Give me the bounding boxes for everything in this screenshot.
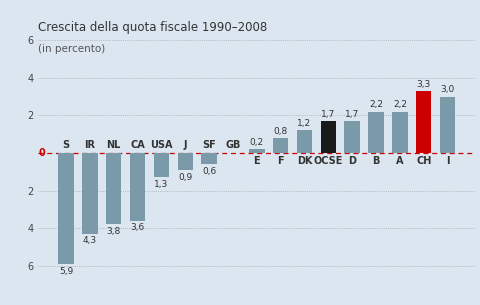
Bar: [297, 131, 312, 153]
Bar: [249, 149, 264, 153]
Text: IR: IR: [84, 140, 96, 149]
Bar: [178, 153, 193, 170]
Bar: [416, 91, 432, 153]
Text: D: D: [348, 156, 356, 166]
Text: Crescita della quota fiscale 1990–2008: Crescita della quota fiscale 1990–2008: [38, 21, 268, 34]
Text: 0,8: 0,8: [274, 127, 288, 136]
Bar: [130, 153, 145, 221]
Bar: [440, 97, 456, 153]
Text: 3,3: 3,3: [417, 80, 431, 89]
Text: 1,2: 1,2: [298, 119, 312, 128]
Text: CA: CA: [130, 140, 145, 149]
Text: CH: CH: [416, 156, 432, 166]
Bar: [154, 153, 169, 178]
Text: 1,7: 1,7: [345, 110, 360, 119]
Text: 0,6: 0,6: [202, 167, 216, 176]
Bar: [58, 153, 74, 264]
Bar: [273, 138, 288, 153]
Text: DK: DK: [297, 156, 312, 166]
Bar: [82, 153, 97, 234]
Bar: [106, 153, 121, 224]
Text: B: B: [372, 156, 380, 166]
Bar: [345, 121, 360, 153]
Text: 3,0: 3,0: [441, 85, 455, 95]
Text: 0,9: 0,9: [178, 173, 192, 182]
Bar: [321, 121, 336, 153]
Text: GB: GB: [225, 140, 240, 149]
Text: I: I: [446, 156, 449, 166]
Text: F: F: [277, 156, 284, 166]
Text: S: S: [62, 140, 70, 149]
Text: NL: NL: [107, 140, 121, 149]
Text: SF: SF: [202, 140, 216, 149]
Text: 3,8: 3,8: [107, 227, 121, 236]
Text: USA: USA: [150, 140, 173, 149]
Text: A: A: [396, 156, 404, 166]
Text: 4,3: 4,3: [83, 236, 97, 246]
Text: 1,7: 1,7: [321, 110, 336, 119]
Text: (in percento): (in percento): [38, 44, 106, 54]
Text: 3,6: 3,6: [131, 223, 144, 232]
Text: 2,2: 2,2: [393, 100, 407, 109]
Bar: [368, 112, 384, 153]
Text: 0: 0: [39, 148, 46, 158]
Bar: [201, 153, 217, 164]
Bar: [392, 112, 408, 153]
Text: 1,3: 1,3: [154, 180, 168, 189]
Text: E: E: [253, 156, 260, 166]
Text: OCSE: OCSE: [313, 156, 343, 166]
Text: J: J: [183, 140, 187, 149]
Text: 2,2: 2,2: [369, 100, 383, 109]
Text: 0,2: 0,2: [250, 138, 264, 147]
Text: 5,9: 5,9: [59, 267, 73, 275]
